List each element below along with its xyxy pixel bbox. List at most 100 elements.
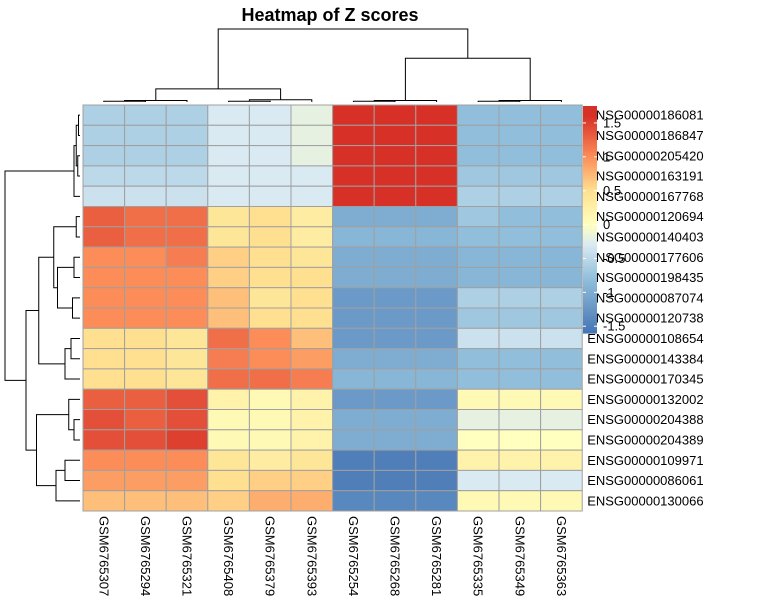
heatmap-cell (290, 226, 334, 248)
heatmap-cell (124, 388, 167, 411)
heatmap-cell (207, 185, 250, 207)
heatmap-cell (373, 368, 417, 390)
heatmap-cell (207, 348, 250, 370)
legend-gradient-band (583, 325, 597, 328)
heatmap-cell (248, 327, 292, 350)
column-label: GSM6765281 (429, 516, 444, 596)
legend-gradient-band (583, 228, 597, 232)
row-label: ENSG00000086061 (587, 473, 703, 488)
legend-gradient-band (583, 283, 597, 287)
heatmap-cell (456, 246, 500, 268)
row-label: ENSG00000087074 (587, 290, 703, 305)
row-label: ENSG00000204389 (587, 432, 703, 447)
heatmap-cell (290, 266, 334, 289)
legend-gradient-band (583, 206, 597, 209)
heatmap-cell (415, 469, 458, 492)
heatmap-cell (540, 490, 583, 512)
heatmap-cell (248, 348, 292, 370)
heatmap-cell (456, 368, 500, 390)
row-label: ENSG00000120694 (587, 209, 703, 224)
legend-gradient-band (583, 145, 597, 149)
legend-gradient-band (583, 204, 597, 207)
legend-gradient-band (583, 319, 597, 323)
legend-gradient-band (583, 158, 597, 162)
heatmap-cell (498, 246, 542, 268)
heatmap-cell (82, 307, 126, 329)
heatmap-cell (332, 388, 375, 411)
heatmap-cell (456, 307, 500, 329)
heatmap-cell (415, 429, 458, 451)
legend-gradient-band (583, 227, 597, 230)
heatmap-cell (207, 206, 250, 228)
legend-gradient-band (583, 196, 597, 200)
heatmap-cell (415, 246, 458, 268)
heatmap-cell (290, 185, 334, 207)
heatmap-cell (456, 409, 500, 431)
heatmap-cell (248, 469, 292, 492)
heatmap-cell (540, 124, 583, 147)
heatmap-cell (124, 348, 167, 370)
heatmap-cell (373, 388, 417, 411)
heatmap-cell (165, 469, 209, 492)
legend-gradient-band (583, 306, 597, 310)
heatmap-cell (124, 307, 167, 329)
legend-gradient-band (583, 134, 597, 137)
row-label: ENSG00000186847 (587, 128, 703, 143)
heatmap-cell (290, 409, 334, 431)
legend-gradient-band (583, 255, 597, 258)
legend-gradient-band (583, 300, 597, 304)
legend-gradient-band (583, 287, 597, 291)
column-dendrogram (103, 28, 562, 102)
heatmap-cell (540, 165, 583, 187)
dendrogram-branch (73, 256, 80, 279)
heatmap-cell (165, 490, 209, 512)
heatmap-cell (290, 368, 334, 390)
dendrogram-branch (103, 100, 146, 102)
legend-gradient-band (583, 291, 597, 294)
legend-gradient-band (583, 107, 597, 111)
column-label: GSM6765393 (304, 516, 319, 596)
heatmap-cell (456, 104, 500, 126)
dendrogram-branch (64, 459, 80, 482)
legend-gradient-band (583, 312, 597, 315)
legend-gradient-band (583, 166, 597, 170)
heatmap-cell (415, 104, 458, 126)
dendrogram-branch (404, 57, 531, 101)
heatmap-cell (124, 165, 167, 187)
heatmap-cell (373, 287, 417, 309)
heatmap-cell (124, 145, 167, 167)
heatmap-cell (332, 469, 375, 492)
legend-tick-label: 1.5 (603, 115, 621, 130)
legend-gradient-band (583, 208, 597, 211)
row-labels: ENSG00000186081 ENSG00000186847 ENSG000002… (587, 108, 703, 509)
legend-gradient-band (583, 259, 597, 262)
legend-gradient-band (583, 153, 597, 156)
dendrogram-branch (477, 100, 521, 102)
legend-gradient-band (583, 242, 597, 245)
heatmap-cell (207, 368, 250, 390)
heatmap-cell (82, 409, 126, 431)
heatmap-cell (165, 104, 209, 126)
heatmap-cell (498, 449, 542, 471)
legend-gradient-band (583, 323, 597, 327)
heatmap-cell (82, 449, 126, 471)
column-label: GSM6765379 (263, 516, 278, 596)
heatmap-cell (373, 104, 417, 126)
heatmap-cell (498, 388, 542, 411)
heatmap-cell (82, 226, 126, 248)
heatmap-cell (498, 226, 542, 248)
row-label: ENSG00000204388 (587, 412, 703, 427)
dendrogram-branch (36, 414, 69, 487)
heatmap-cell (207, 307, 250, 329)
heatmap-cell (124, 327, 167, 350)
heatmap-cell (248, 206, 292, 228)
legend-gradient-band (583, 117, 597, 120)
heatmap-cell (248, 429, 292, 451)
legend-gradient-band (583, 126, 597, 130)
heatmap-cell (456, 287, 500, 309)
row-label: ENSG00000186081 (587, 108, 703, 123)
heatmap-cell (332, 327, 375, 350)
heatmap-cell (207, 145, 250, 167)
heatmap-cell (540, 469, 583, 492)
row-label: ENSG00000205420 (587, 148, 703, 163)
